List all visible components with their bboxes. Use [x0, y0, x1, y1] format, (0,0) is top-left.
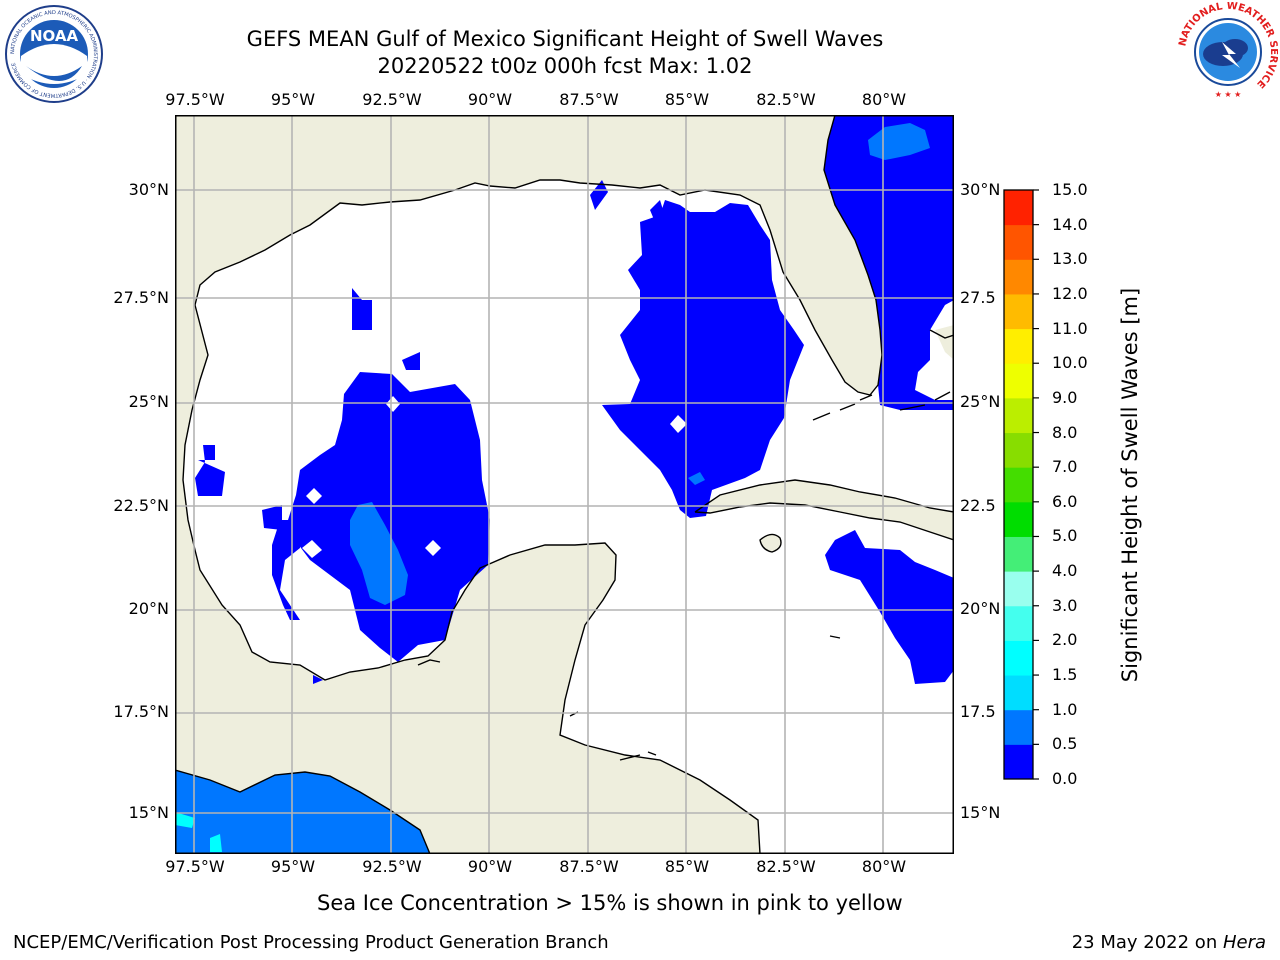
- map-title-line2: 20220522 t00z 000h fcst Max: 1.02: [377, 54, 753, 78]
- colorbar-swatch: [1004, 536, 1033, 572]
- colorbar-swatch: [1004, 501, 1033, 537]
- lon-label: 90°W: [467, 90, 513, 109]
- land-north-america: [175, 115, 882, 854]
- colorbar-tick-label: 4.0: [1052, 561, 1078, 581]
- map-frame: [175, 115, 954, 854]
- colorbar-swatch: [1004, 397, 1033, 434]
- colorbar-swatch: [1004, 190, 1033, 226]
- lon-label: 92.5°W: [362, 857, 422, 876]
- swell-1.0-1.5-regions: [175, 812, 222, 852]
- lat-label: 25°N: [128, 392, 169, 411]
- lat-label: 15°N: [128, 803, 169, 822]
- lon-label: 82.5°W: [756, 90, 816, 109]
- land-bahamas: [935, 325, 954, 360]
- swell-0-0.5-regions: [195, 115, 954, 684]
- footer-date-text: 23 May 2022 on: [1071, 932, 1223, 953]
- land-isla-juventud: [760, 534, 781, 552]
- colorbar-label-text: Significant Height of Swell Waves [m]: [1118, 287, 1142, 683]
- land-cuba: [695, 480, 954, 540]
- footer-credit: NCEP/EMC/Verification Post Processing Pr…: [13, 932, 609, 953]
- lon-label: 95°W: [270, 90, 316, 109]
- lon-label: 92.5°W: [362, 90, 422, 109]
- colorbar-tick-label: 7.0: [1052, 457, 1078, 477]
- lon-label: 80°W: [861, 90, 907, 109]
- colorbar-tick-label: 0.0: [1052, 769, 1078, 788]
- colorbar-swatch: [1004, 640, 1033, 676]
- lon-label: 87.5°W: [559, 90, 619, 109]
- colorbar-tick-label: 1.0: [1052, 699, 1078, 719]
- colorbar-tick-label: 13.0: [1052, 249, 1088, 269]
- colorbar-tick-label: 6.0: [1052, 491, 1078, 511]
- lat-label: 20°N: [128, 599, 169, 618]
- lat-label: 22.5: [960, 496, 996, 515]
- colorbar-swatch: [1004, 259, 1033, 295]
- colorbar-swatch: [1004, 605, 1033, 641]
- map-title-line1: GEFS MEAN Gulf of Mexico Significant Hei…: [246, 27, 884, 51]
- colorbar-tick-label: 14.0: [1052, 214, 1088, 234]
- lat-label: 27.5: [960, 288, 996, 307]
- colorbar-tick-label: 5.0: [1052, 526, 1078, 546]
- lon-label: 82.5°W: [756, 857, 816, 876]
- lat-label: 17.5°N: [113, 702, 169, 721]
- colorbar-tick-label: 9.0: [1052, 387, 1078, 407]
- colorbar-swatch: [1004, 224, 1033, 260]
- colorbar-tick-label: 1.5: [1052, 665, 1078, 685]
- colorbar-tick-label: 8.0: [1052, 422, 1078, 442]
- colorbar: [1003, 189, 1039, 780]
- footer-date: 23 May 2022 on Hera: [1072, 932, 1266, 953]
- graticule: [175, 115, 954, 854]
- colorbar-swatch: [1004, 709, 1033, 745]
- nws-logo: NATIONAL WEATHER SERVICE ★ ★ ★: [1178, 2, 1278, 100]
- colorbar-swatch: [1004, 293, 1033, 330]
- lat-label: 27.5°N: [113, 288, 169, 307]
- lon-label: 97.5°W: [165, 90, 225, 109]
- colorbar-tick-label: 12.0: [1052, 283, 1088, 303]
- colorbar-swatch: [1004, 571, 1033, 607]
- colorbar-swatch: [1004, 467, 1033, 503]
- colorbar-tick-label: 15.0: [1052, 180, 1088, 199]
- noaa-logo: NOAA NATIONAL OCEANIC AND ATMOSPHERIC AD…: [5, 5, 103, 103]
- colorbar-tick-label: 3.0: [1052, 595, 1078, 615]
- lon-label: 85°W: [664, 90, 710, 109]
- swell-map: [175, 115, 954, 854]
- svg-text:NOAA: NOAA: [30, 27, 79, 45]
- colorbar-swatch: [1004, 328, 1033, 364]
- lat-label: 20°N: [960, 599, 1001, 618]
- colorbar-tick-label: 0.5: [1052, 734, 1078, 754]
- lat-label: 30°N: [128, 180, 169, 199]
- swell-gaps: [302, 396, 687, 558]
- footer-machine: Hera: [1222, 932, 1266, 953]
- lat-label: 30°N: [960, 180, 1001, 199]
- lon-label: 95°W: [270, 857, 316, 876]
- colorbar-swatch: [1004, 432, 1033, 468]
- lat-label: 25°N: [960, 392, 1001, 411]
- colorbar-tick-label: 10.0: [1052, 353, 1088, 373]
- lat-label: 15°N: [960, 803, 1001, 822]
- colorbar-swatch: [1004, 744, 1033, 780]
- colorbar-label: Significant Height of Swell Waves [m]: [1118, 265, 1142, 705]
- lon-label: 97.5°W: [165, 857, 225, 876]
- colorbar-frame: [1003, 189, 1034, 780]
- lon-label: 87.5°W: [559, 857, 619, 876]
- coastlines: [175, 115, 954, 854]
- lon-label: 90°W: [467, 857, 513, 876]
- sea-ice-note: Sea Ice Concentration > 15% is shown in …: [317, 891, 903, 915]
- lat-label: 22.5°N: [113, 496, 169, 515]
- lat-label: 17.5: [960, 702, 996, 721]
- svg-text:★ ★ ★: ★ ★ ★: [1215, 90, 1242, 99]
- colorbar-tick-label: 2.0: [1052, 630, 1078, 650]
- lon-label: 85°W: [664, 857, 710, 876]
- colorbar-swatch: [1004, 675, 1033, 711]
- lon-label: 80°W: [861, 857, 907, 876]
- colorbar-swatch: [1004, 363, 1033, 399]
- colorbar-tick-label: 11.0: [1052, 318, 1088, 338]
